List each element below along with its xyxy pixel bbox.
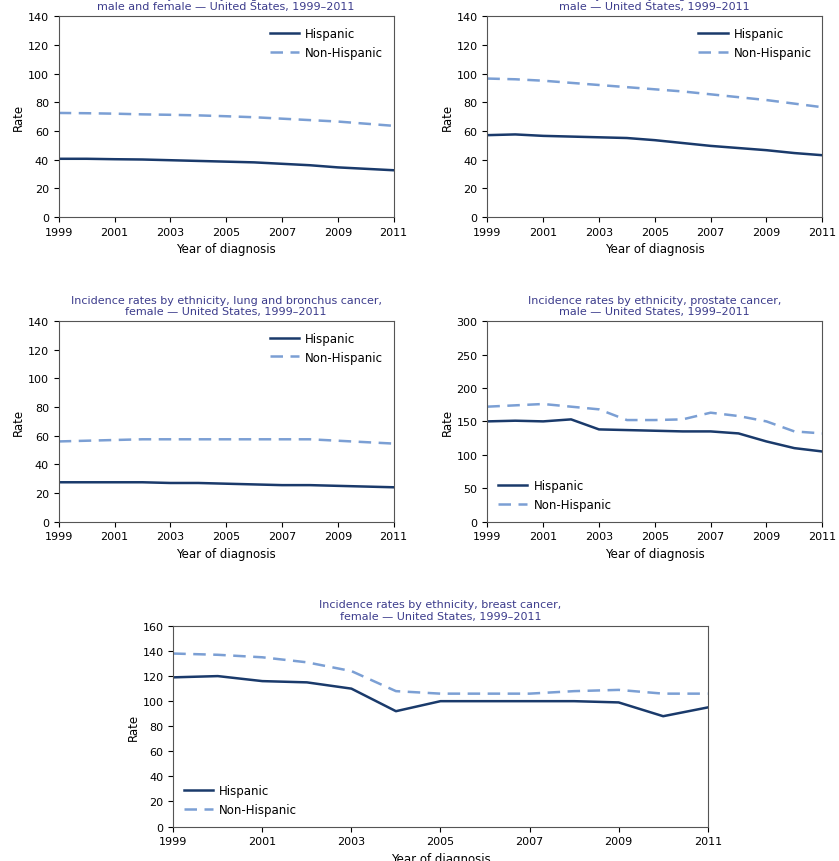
Y-axis label: Rate: Rate (12, 408, 25, 436)
Y-axis label: Rate: Rate (440, 104, 454, 131)
Title: Incidence rates by ethnicity, lung and bronchus cancer,
male — United States, 19: Incidence rates by ethnicity, lung and b… (499, 0, 810, 12)
Legend: Hispanic, Non-Hispanic: Hispanic, Non-Hispanic (180, 779, 302, 821)
Legend: Hispanic, Non-Hispanic: Hispanic, Non-Hispanic (493, 475, 616, 516)
X-axis label: Year of diagnosis: Year of diagnosis (391, 852, 490, 861)
Y-axis label: Rate: Rate (12, 104, 25, 131)
Title: Incidence rates by ethnicity, prostate cancer,
male — United States, 1999–2011: Incidence rates by ethnicity, prostate c… (528, 295, 781, 317)
Y-axis label: Rate: Rate (127, 713, 139, 740)
Title: Incidence rates by ethnicity, breast cancer,
female — United States, 1999–2011: Incidence rates by ethnicity, breast can… (320, 600, 561, 622)
Y-axis label: Rate: Rate (440, 408, 454, 436)
Title: Incidence rates by ethnicity, lung and bronchus cancer,
male and female — United: Incidence rates by ethnicity, lung and b… (70, 0, 382, 12)
X-axis label: Year of diagnosis: Year of diagnosis (605, 243, 705, 256)
X-axis label: Year of diagnosis: Year of diagnosis (605, 548, 705, 561)
X-axis label: Year of diagnosis: Year of diagnosis (176, 548, 276, 561)
Legend: Hispanic, Non-Hispanic: Hispanic, Non-Hispanic (265, 23, 388, 65)
X-axis label: Year of diagnosis: Year of diagnosis (176, 243, 276, 256)
Title: Incidence rates by ethnicity, lung and bronchus cancer,
female — United States, : Incidence rates by ethnicity, lung and b… (70, 295, 382, 317)
Legend: Hispanic, Non-Hispanic: Hispanic, Non-Hispanic (694, 23, 816, 65)
Legend: Hispanic, Non-Hispanic: Hispanic, Non-Hispanic (265, 328, 388, 369)
